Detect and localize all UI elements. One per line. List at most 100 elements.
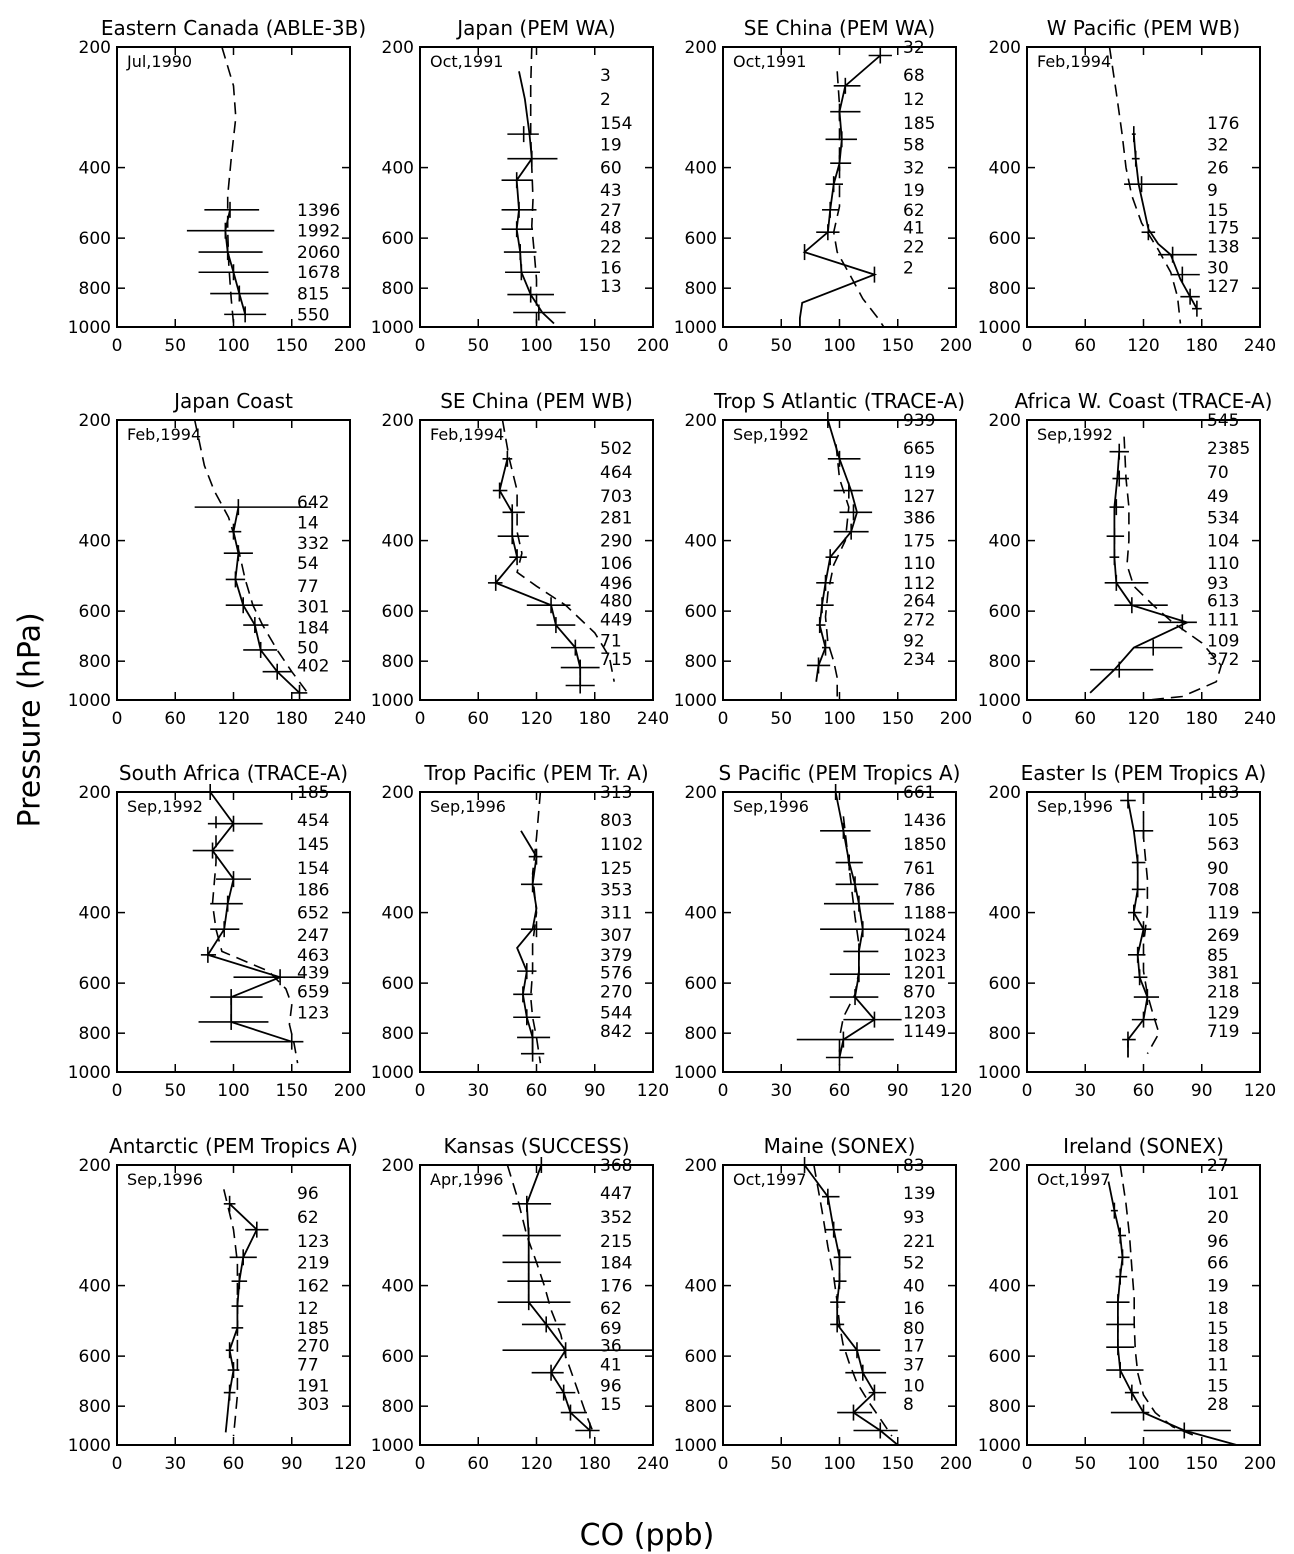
panel-16-count-label: 15 [1207,1376,1229,1396]
panel-1-title: Eastern Canada (ABLE-3B) [101,16,366,40]
panel-5-ytick-label: 1000 [68,691,111,711]
panel-2-count-label: 60 [600,159,622,179]
panel-3-count-label: 19 [903,181,925,201]
panel-11-count-label: 761 [903,859,935,879]
panel-6-ytick-label: 200 [382,411,414,431]
panel-7-ytick-label: 600 [685,602,717,622]
panel-4-ytick-label: 1000 [978,318,1021,338]
panel-7-xtick-label: 200 [940,709,972,729]
panel-9-count-label: 154 [297,859,329,879]
panel-5-count-label: 77 [297,577,319,597]
panel-7-count-label: 92 [903,631,925,651]
panel-7-count-label: 386 [903,508,935,528]
panel-3-title: SE China (PEM WA) [744,16,935,40]
panel-11-ytick-label: 400 [685,904,717,924]
panel-13-count-label: 123 [297,1232,329,1252]
panel-2-ytick-label: 600 [382,229,414,249]
panel-1-xtick-label: 100 [217,336,249,356]
panel-4-count-label: 138 [1207,238,1239,258]
panel-13-count-label: 303 [297,1395,329,1415]
panel-6-date: Feb,1994 [430,425,504,444]
panel-7-count-label: 112 [903,574,935,594]
panel-16-ytick-label: 800 [989,1397,1021,1417]
panel-8-count-label: 613 [1207,592,1239,612]
panel-12-ytick-label: 600 [989,974,1021,994]
panel-16-count-label: 18 [1207,1299,1229,1319]
panel-7-count-label: 127 [903,487,935,507]
panel-12-count-label: 183 [1207,783,1239,803]
panel-7-xtick-label: 150 [882,709,914,729]
panel-10-count-label: 307 [600,926,632,946]
panel-5-count-label: 301 [297,598,329,618]
panel-15-count-label: 8 [903,1395,914,1415]
panel-16-count-label: 11 [1207,1356,1229,1376]
panel-3-xtick-label: 200 [940,336,972,356]
panel-1-count-label: 1992 [297,222,340,242]
panel-6-count-label: 502 [600,439,632,459]
panel-8-ytick-label: 800 [989,652,1021,672]
panel-9-count-label: 185 [297,783,329,803]
panel-9-ytick-label: 400 [79,904,111,924]
panel-14-count-label: 368 [600,1156,632,1176]
panel-8-date: Sep,1992 [1037,425,1113,444]
panel-5-count-label: 54 [297,554,319,574]
panel-13-date: Sep,1996 [127,1170,203,1189]
panel-11-xtick-label: 60 [829,1081,851,1101]
panel-4-ytick-label: 400 [989,159,1021,179]
panel-10-xtick-label: 120 [637,1081,669,1101]
panel-9-solid-series [206,791,293,1043]
panel-11-count-label: 1023 [903,946,946,966]
panel-12-ytick-label: 400 [989,904,1021,924]
panel-4-xtick-label: 240 [1244,336,1276,356]
panel-5-date: Feb,1994 [127,425,201,444]
panel-13-count-label: 191 [297,1376,329,1396]
panel-6-count-label: 281 [600,508,632,528]
panel-1-dashed-series [221,46,237,324]
panel-11-ytick-label: 200 [685,783,717,803]
panel-14-count-label: 96 [600,1376,622,1396]
panel-5-count-label: 402 [297,656,329,676]
panel-12-count-label: 129 [1207,1003,1239,1023]
panel-4-count-label: 26 [1207,159,1229,179]
panel-7-ytick-label: 1000 [674,691,717,711]
panel-14-xtick-label: 60 [467,1454,489,1474]
panel-7-ytick-label: 400 [685,532,717,552]
panel-15-ytick-label: 200 [685,1156,717,1176]
x-axis-title: CO (ppb) [579,1518,715,1553]
panel-12-count-label: 708 [1207,880,1239,900]
panel-4-xtick-label: 60 [1074,336,1096,356]
panel-6-count-label: 106 [600,554,632,574]
panel-6-xtick-label: 60 [467,709,489,729]
panel-16-count-label: 96 [1207,1232,1229,1252]
panel-12-count-label: 85 [1207,946,1229,966]
panel-7-count-label: 119 [903,463,935,483]
panel-12-xtick-label: 30 [1074,1081,1096,1101]
panel-8-solid-series [1089,451,1190,694]
panel-12-count-label: 105 [1207,811,1239,831]
panel-3-ytick-label: 800 [685,279,717,299]
panel-2-xtick-label: 50 [467,336,489,356]
panel-11-count-label: 1203 [903,1003,946,1023]
panel-15-xtick-label: 200 [940,1454,972,1474]
panel-13-count-label: 96 [297,1184,319,1204]
panel-1-xtick-label: 150 [276,336,308,356]
panel-14-count-label: 69 [600,1319,622,1339]
panel-4-title: W Pacific (PEM WB) [1047,16,1240,40]
panel-6-count-label: 449 [600,611,632,631]
panel-11-xtick-label: 90 [887,1081,909,1101]
panel-13-ytick-label: 400 [79,1277,111,1297]
panel-16-xtick-label: 50 [1074,1454,1096,1474]
panel-11-solid-series [834,791,876,1058]
panel-4-xtick-label: 0 [1022,336,1033,356]
panel-3-count-label: 32 [903,38,925,58]
panel-11-count-label: 1188 [903,904,946,924]
panel-16-ytick-label: 600 [989,1347,1021,1367]
panel-12-xtick-label: 60 [1133,1081,1155,1101]
panel-10-count-label: 1102 [600,835,643,855]
panel-8-count-label: 110 [1207,554,1239,574]
panel-10-count-label: 313 [600,783,632,803]
panel-4-solid-series [1132,134,1198,310]
panel-6-count-label: 464 [600,463,632,483]
panel-14-xtick-label: 120 [520,1454,552,1474]
panel-10-count-label: 311 [600,904,632,924]
